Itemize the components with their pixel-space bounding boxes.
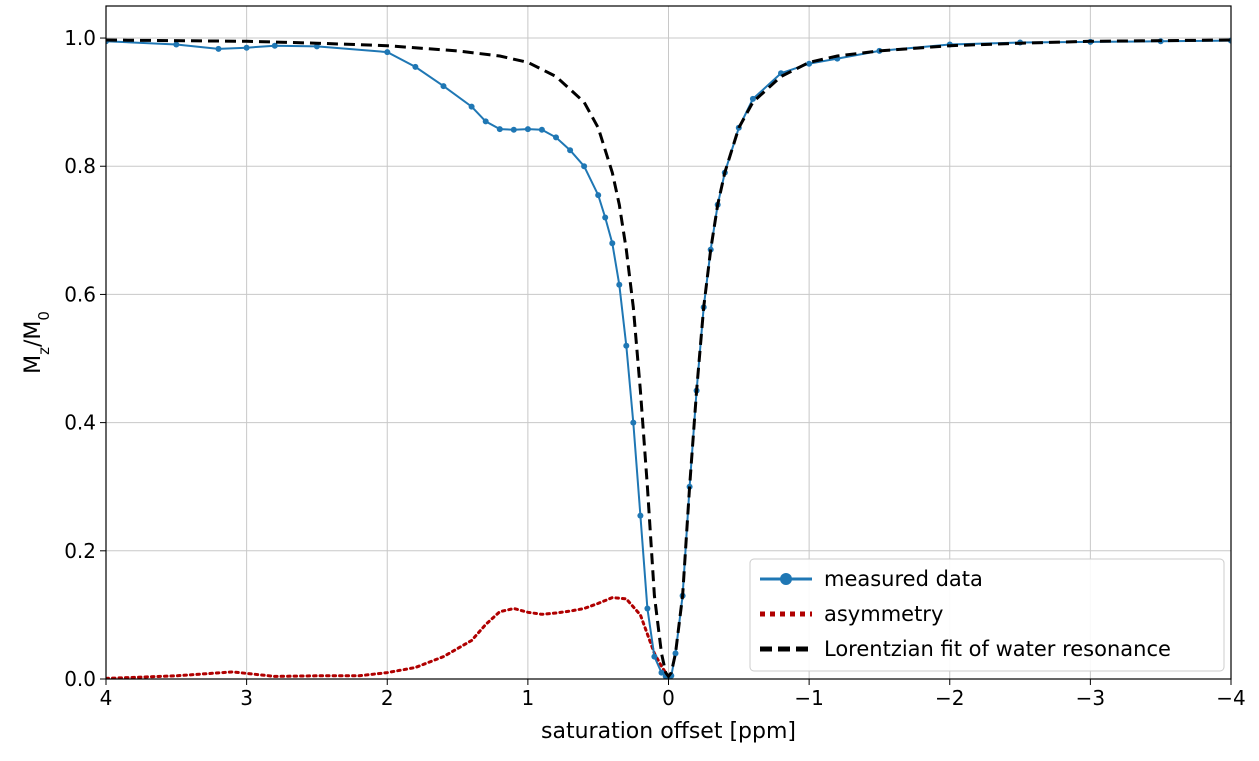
data-point [538,126,545,133]
data-point [553,134,559,141]
x-tick-label: 1 [522,686,535,710]
data-point [630,419,637,426]
data-point [412,63,419,70]
data-point [524,126,531,133]
data-point [496,126,503,133]
data-point [440,83,447,90]
x-tick-label: 0 [662,686,675,710]
data-point [623,342,630,349]
data-point [567,147,574,154]
series-clip-group [106,37,1231,679]
x-tick-label: −1 [794,686,823,710]
y-axis-ticks: 0.0 0.2 0.4 0.6 0.8 1.0 [64,26,106,691]
y-tick-label: 1.0 [64,26,96,50]
y-axis-title: Mz/M0 [21,311,53,374]
data-point [482,118,489,125]
x-tick-label: −2 [935,686,964,710]
data-point [672,650,679,657]
series-line-1 [106,596,670,679]
data-point [271,42,278,49]
data-point [384,49,391,56]
x-tick-label: 3 [240,686,253,710]
y-tick-label: 0.4 [64,411,96,435]
legend-box [749,558,1225,672]
x-tick-label: −3 [1076,686,1105,710]
y-axis-title-sub1: z [35,347,53,355]
data-point [658,669,665,676]
y-axis-title-sub2: 0 [35,311,53,321]
data-point [616,281,623,288]
data-point [637,512,644,519]
y-tick-label: 0.2 [64,539,96,563]
legend: measured data asymmetry Lorentzian fit of … [749,558,1225,672]
series-layer [106,37,1231,679]
data-point [581,163,588,170]
data-point [806,60,813,67]
x-tick-label: 2 [381,686,394,710]
data-point [749,95,756,102]
legend-label-1: asymmetry [824,602,943,626]
data-point [215,45,222,52]
x-tick-label: 4 [100,686,113,710]
x-tick-label: −4 [1216,686,1245,710]
legend-marker [780,573,792,585]
y-tick-label: 0.8 [64,154,96,178]
data-point [602,214,609,221]
y-tick-label: 0.0 [64,667,96,691]
data-point [468,103,475,110]
data-point [651,653,658,660]
legend-label-2: Lorentzian fit of water resonance [824,637,1171,661]
data-point [313,43,320,50]
data-point [173,41,180,48]
series-line-0 [106,39,1231,679]
data-point [243,44,250,51]
y-tick-label: 0.6 [64,282,96,306]
x-axis-ticks: 4 3 2 1 0 −1 −2 −3 −4 [100,679,1246,710]
data-point [644,605,651,612]
y-axis-title-main: M [21,355,46,374]
data-point [510,126,517,133]
legend-label-0: measured data [824,567,983,591]
series-line-2 [106,38,1231,679]
data-point [595,192,602,199]
data-point [609,240,616,247]
x-axis-title: saturation offset [ppm] [541,719,796,744]
y-axis-title-slash: /M [21,321,46,347]
